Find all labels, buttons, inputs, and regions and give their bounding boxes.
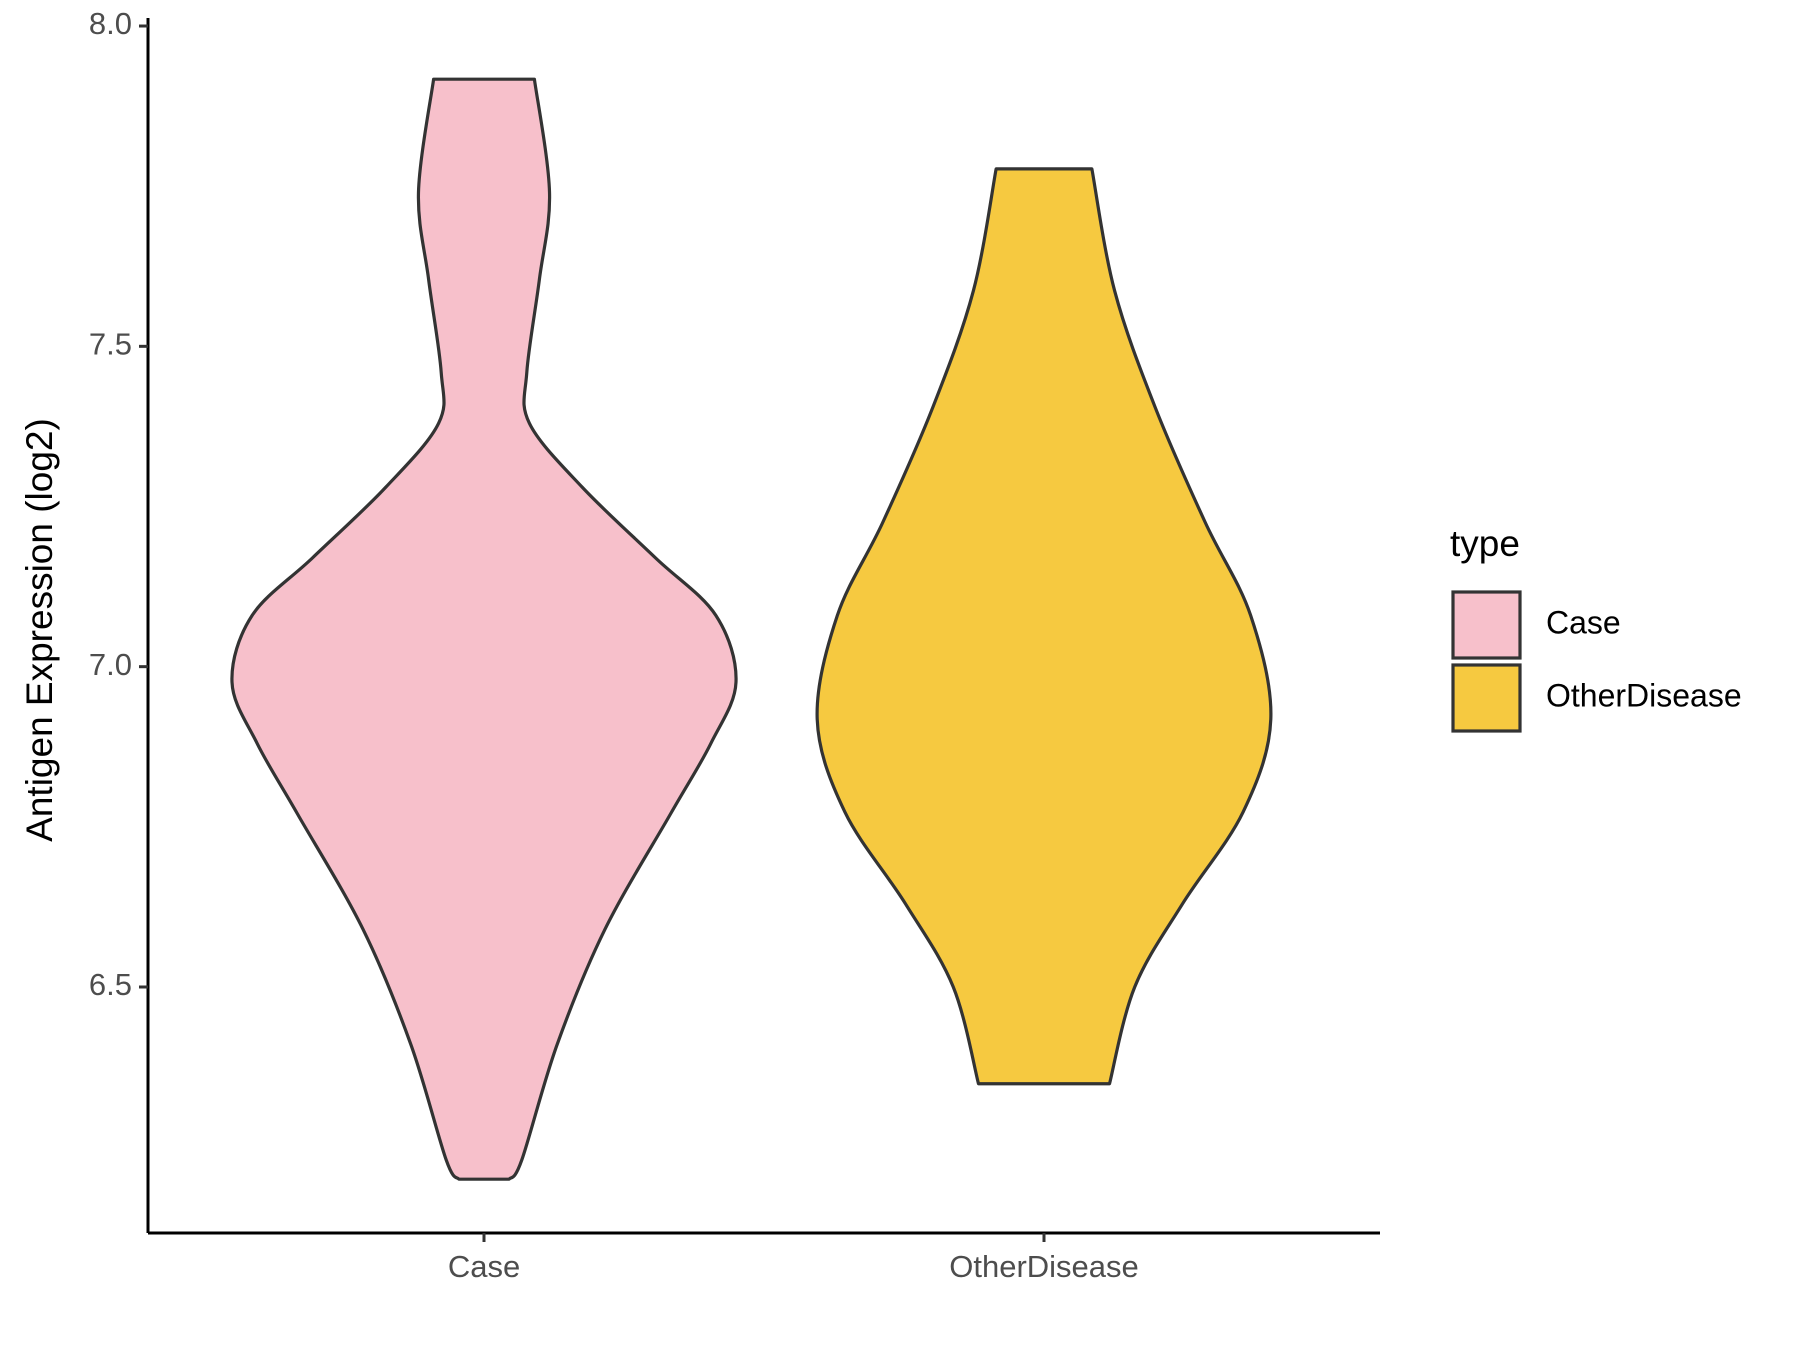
legend-key <box>1451 663 1522 733</box>
y-tick-label: 8.0 <box>89 6 132 41</box>
x-tick-label: Case <box>448 1249 520 1284</box>
legend-title: type <box>1450 523 1520 564</box>
y-tick-label: 6.5 <box>89 967 132 1002</box>
legend-label: Case <box>1546 604 1621 640</box>
violin <box>815 167 1273 1086</box>
y-tick-label: 7.5 <box>89 327 132 362</box>
y-tick-label: 7.0 <box>89 647 132 682</box>
legend-key <box>1451 590 1522 660</box>
legend-label: OtherDisease <box>1546 677 1742 713</box>
y-axis-title: Antigen Expression (log2) <box>19 418 60 842</box>
violin <box>230 77 738 1181</box>
x-tick-label: OtherDisease <box>949 1249 1139 1284</box>
